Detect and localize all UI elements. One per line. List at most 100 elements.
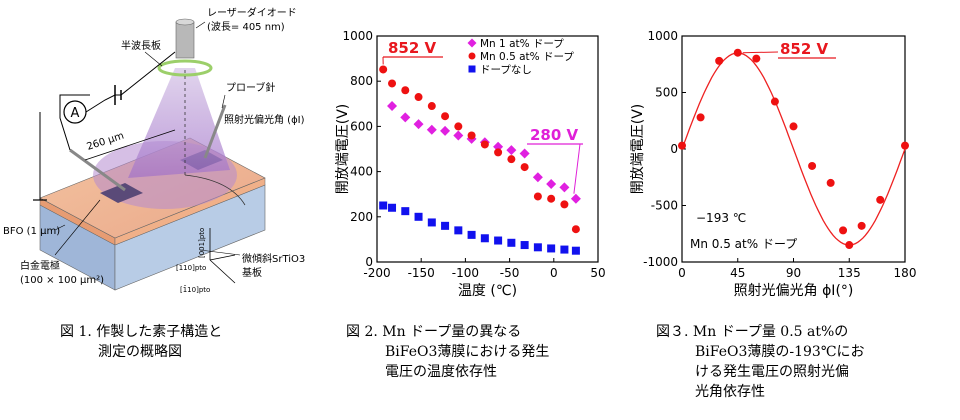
caption-line: 図３. Mn ドープ量 0.5 at%の xyxy=(656,324,849,340)
data-point xyxy=(533,192,542,201)
x-tick-label: 135 xyxy=(838,266,861,280)
x-tick-label: -150 xyxy=(408,266,435,280)
label-polarization-angle: 照射光偏光角 (ϕI) xyxy=(224,113,305,126)
label-axis-1m10: [1̄10]pto xyxy=(180,285,210,294)
data-point xyxy=(440,125,451,136)
x-tick-label: 45 xyxy=(730,266,745,280)
axis-1m10-line xyxy=(209,259,236,284)
data-point xyxy=(401,207,410,216)
data-point xyxy=(571,246,580,255)
x-axis-label: 照射光偏光角 ϕI(°) xyxy=(734,283,854,299)
data-point xyxy=(493,141,504,152)
annotation-852v: 852 V xyxy=(780,40,829,58)
data-point xyxy=(560,245,569,254)
data-point xyxy=(480,234,489,243)
circuit-wire-top xyxy=(85,51,176,113)
data-point xyxy=(441,112,450,121)
data-point xyxy=(507,238,516,247)
y-tick-label: 800 xyxy=(350,74,373,88)
legend-label: Mn 1 at% ドープ xyxy=(480,38,564,50)
figure-3-polarization-chart: 0 45 90 135 180 -1000 -500 0 500 1000 照射光偏光角 ϕI(°)… xyxy=(630,0,930,310)
x-tick-label: -100 xyxy=(452,266,479,280)
circuit-wire xyxy=(59,94,90,151)
laser-diode-top xyxy=(175,18,195,26)
caption-line: 図 1. 作製した素子構造と xyxy=(60,324,223,340)
annotation-temperature: −193 ℃ xyxy=(696,211,746,225)
data-point xyxy=(400,112,411,123)
data-point xyxy=(520,163,529,172)
data-point xyxy=(379,65,388,74)
leader-substrate xyxy=(199,249,241,256)
legend-marker xyxy=(468,52,476,60)
leader-half-wave xyxy=(144,51,163,67)
data-point xyxy=(480,140,489,149)
y-tick-label: 1000 xyxy=(647,29,678,43)
x-tick-label: 50 xyxy=(590,266,605,280)
y-tick-label: 500 xyxy=(655,86,678,100)
chart-temperature-dependence: -200 -150 -100 -50 0 50 0 200 400 600 800 1000 温度 (℃… xyxy=(335,29,606,299)
leader-probe xyxy=(221,94,226,109)
y-tick-label: 600 xyxy=(350,119,373,133)
data-point xyxy=(494,148,503,157)
series-1 xyxy=(379,65,580,234)
caption-line: ける発生電圧の照射光偏 xyxy=(695,364,849,380)
laser-diode xyxy=(175,21,195,59)
device-schematic: A 半波長板 レーザーダイオード (波長= 405 nm) プローブ針 照射光偏… xyxy=(3,6,305,294)
caption-figure-2: 図 2. Mn ドープ量の異なる BiFeO3薄膜における発生 電圧の温度依存性 xyxy=(346,322,549,382)
distance-arrow xyxy=(84,129,176,161)
data-point xyxy=(427,218,436,227)
x-tick-label: -200 xyxy=(363,266,390,280)
x-axis-label: 温度 (℃) xyxy=(458,283,517,299)
probe-needle-left xyxy=(69,148,126,192)
legend-marker xyxy=(468,65,476,73)
ammeter-label: A xyxy=(71,106,80,121)
data-point xyxy=(789,122,798,131)
x-tick-label: 90 xyxy=(786,266,801,280)
caption-line: 測定の概略図 xyxy=(98,344,182,360)
leader-laser xyxy=(195,21,206,29)
caption-line: BiFeO3薄膜の-193℃にお xyxy=(695,344,865,360)
x-tick-label: -50 xyxy=(500,266,520,280)
probe-needle-right xyxy=(203,104,227,159)
annotation-leader xyxy=(742,51,779,54)
data-point xyxy=(441,221,450,230)
data-point xyxy=(388,79,397,88)
data-point xyxy=(467,131,476,140)
y-axis-label: 開放端電圧(V) xyxy=(630,104,646,195)
label-probe-needle: プローブ針 xyxy=(226,81,275,94)
data-point xyxy=(547,194,556,203)
data-point xyxy=(533,243,542,252)
data-point xyxy=(752,54,761,63)
data-point xyxy=(414,212,423,221)
x-tick-label: 180 xyxy=(894,266,917,280)
label-laser-wavelength: (波長= 405 nm) xyxy=(207,20,285,33)
leader-bfo xyxy=(54,224,66,231)
data-point xyxy=(453,130,464,141)
series-0 xyxy=(678,48,909,250)
data-point xyxy=(520,241,529,250)
data-point xyxy=(826,178,835,187)
y-tick-label: 400 xyxy=(350,165,373,179)
caption-line: 電圧の温度依存性 xyxy=(385,364,497,380)
label-axis-110: [110]pto xyxy=(176,264,206,272)
data-point xyxy=(901,141,909,150)
data-point xyxy=(467,230,476,239)
y-axis-label: 開放端電圧(V) xyxy=(335,104,351,195)
annotation-280v: 280 V xyxy=(530,126,579,144)
data-point xyxy=(387,101,398,112)
half-wave-plate xyxy=(157,59,213,77)
plot-frame xyxy=(376,35,599,263)
data-point xyxy=(678,141,686,150)
caption-figure-1: 図 1. 作製した素子構造と 測定の概略図 xyxy=(60,322,222,362)
data-point xyxy=(532,172,543,183)
legend-label: ドープなし xyxy=(480,64,532,76)
annotation-852v: 852 V xyxy=(388,39,437,57)
data-point xyxy=(857,221,866,230)
data-point xyxy=(696,113,705,122)
data-point xyxy=(733,48,742,57)
data-point xyxy=(506,145,517,156)
data-point xyxy=(559,182,570,193)
data-point xyxy=(876,195,885,204)
y-tick-label: -500 xyxy=(651,199,678,213)
